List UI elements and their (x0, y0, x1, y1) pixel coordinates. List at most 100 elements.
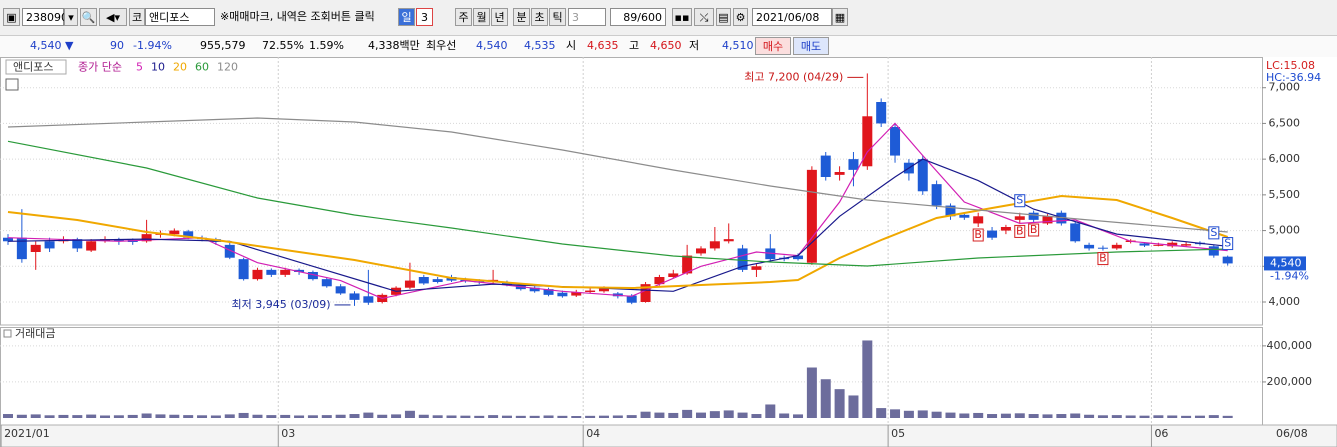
candle-body (598, 287, 609, 292)
signal-box (1014, 224, 1026, 238)
candle-body (1208, 246, 1219, 256)
volume-bar (446, 415, 457, 418)
market-button[interactable]: 코 (129, 8, 145, 26)
volume-bar (377, 414, 388, 418)
tool-icon[interactable]: ⤯ (694, 8, 714, 26)
legend-label: 종가 단순 (78, 61, 122, 74)
volume-bar (917, 410, 928, 418)
candle-body (266, 269, 277, 275)
candle-body (723, 239, 734, 242)
candle-body (501, 282, 512, 285)
code-input[interactable]: 238090 (22, 8, 68, 26)
period-button[interactable]: 월 (473, 8, 490, 26)
ma-line (7, 122, 1228, 300)
candle-body (1153, 244, 1164, 246)
volume-bar (460, 415, 471, 418)
legend-entry: 5 (136, 61, 143, 74)
period-button[interactable]: 분 (513, 8, 530, 26)
volume-bar (197, 415, 208, 418)
lc-label: LC:15.08 (1266, 59, 1315, 72)
volume-bar (141, 413, 152, 418)
signal-label: S (1016, 194, 1023, 207)
x-axis-band (0, 424, 1337, 447)
low: 4,510 (722, 39, 754, 52)
volume: 955,579 (200, 39, 246, 52)
volume-title: 거래대금 (15, 327, 55, 340)
period-button[interactable]: 일 (398, 8, 415, 26)
rate: -1.94% (133, 39, 172, 52)
volume-bar (793, 414, 804, 418)
buy-button[interactable]: 매수 (755, 37, 791, 55)
candle-body (820, 155, 831, 177)
candle-body (86, 241, 97, 251)
dropdown[interactable]: ▾ (64, 8, 78, 26)
price-panel (0, 57, 1263, 326)
candle-body (931, 184, 942, 206)
volume-bar (987, 414, 998, 418)
volume-bar (806, 367, 817, 418)
volume-bar (1194, 415, 1205, 418)
sound-button[interactable]: ◀▾ (99, 8, 127, 26)
tick-input[interactable]: 3 (568, 8, 606, 26)
date-input[interactable]: 2021/06/08 (752, 8, 832, 26)
settings-icon[interactable]: ⚙ (733, 8, 748, 26)
volume-bar (723, 410, 734, 418)
candle-body (404, 280, 415, 288)
volume-bar (1070, 413, 1081, 418)
period-button[interactable]: 년 (491, 8, 508, 26)
y-tick-label: 4,000 (1269, 295, 1301, 308)
candle-body (1222, 256, 1233, 264)
tool-icon[interactable]: ▪▪ (672, 8, 692, 26)
last-rate: -1.94% (1270, 269, 1309, 282)
volume-bar (959, 413, 970, 418)
volume-bar (501, 415, 512, 418)
period-button[interactable]: 3 (416, 8, 433, 26)
signal-box (972, 228, 984, 242)
volume-bar (890, 409, 901, 418)
volume-bar (169, 414, 180, 418)
save-icon[interactable]: ▤ (716, 8, 731, 26)
signal-label: S (1210, 226, 1217, 239)
volume-bar (571, 416, 582, 418)
volume-bar (903, 410, 914, 418)
annotation: 최저 3,945 (03/09) (231, 298, 330, 311)
candle-body (626, 295, 637, 303)
signal-box (1208, 226, 1220, 240)
volume-bar (1000, 413, 1011, 418)
candle-body (890, 127, 901, 156)
volume-bar (294, 415, 305, 418)
search-button[interactable]: 🔍 (80, 8, 97, 26)
name-input[interactable]: 앤디포스 (145, 8, 215, 26)
calendar-icon[interactable]: ▦ (832, 8, 848, 26)
volume-bar (709, 411, 720, 418)
volume-bar (737, 412, 748, 418)
period-button[interactable]: 초 (531, 8, 548, 26)
turnover: 1.59% (309, 39, 344, 52)
menu-icon[interactable]: ▣ (3, 8, 20, 26)
volume-bar (696, 412, 706, 418)
volume-bar (1153, 415, 1164, 418)
count-input[interactable]: 89/600 (610, 8, 666, 26)
candle-body (16, 237, 27, 260)
ma-line (7, 140, 1228, 267)
volume-bar (598, 415, 609, 418)
candle-body (848, 159, 859, 170)
volume-legend-box (3, 329, 12, 338)
period-button[interactable]: 틱 (549, 8, 566, 26)
volume-bar (529, 415, 540, 418)
candle-body (294, 269, 305, 272)
ma-line (7, 194, 1229, 290)
volume-bar (307, 415, 318, 418)
candle-body (113, 239, 124, 242)
volume-bar (155, 414, 166, 418)
period-button[interactable]: 주 (455, 8, 472, 26)
volume-bar (1181, 415, 1192, 418)
volume-bar (654, 412, 665, 418)
toolbar: ▣ 238090 ▾ 🔍 ◀▾ 코 앤디포스 ※매매마크, 내역은 조회버튼 클… (0, 0, 1337, 34)
volume-bar (515, 415, 526, 418)
candle-body (169, 230, 180, 235)
volume-bar (404, 410, 415, 418)
candle-body (557, 292, 568, 297)
legend-box (5, 59, 67, 75)
sell-button[interactable]: 매도 (793, 37, 829, 55)
